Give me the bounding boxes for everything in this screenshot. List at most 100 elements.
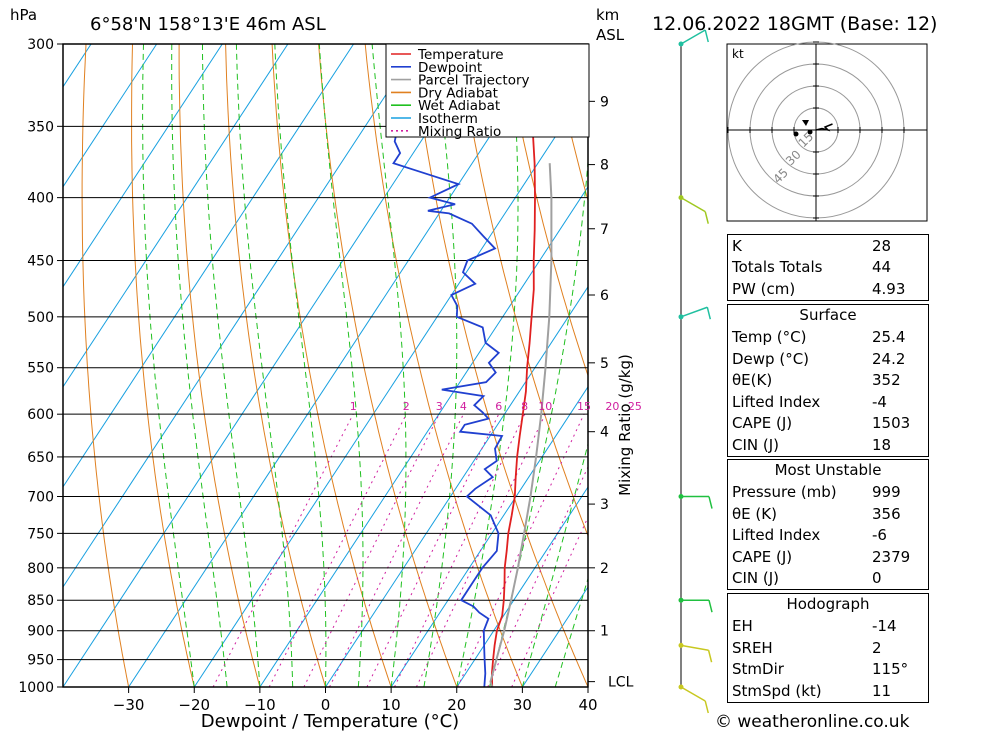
pressure-tick-label: 300 <box>27 37 54 53</box>
mixing-ratio-line <box>303 413 440 687</box>
pressure-tick-label: 450 <box>27 254 54 270</box>
storm-motion-marker <box>802 120 809 126</box>
copyright-text: © weatheronline.co.uk <box>715 712 910 732</box>
mixing-ratio-axis-title: Mixing Ratio (g/kg) <box>616 354 634 496</box>
isotherm-line <box>63 44 223 288</box>
surface-title: Surface <box>799 306 857 324</box>
mixing-ratio-line <box>268 413 407 687</box>
wind-barb-flag <box>706 307 712 320</box>
mixing-ratio-label: 8 <box>521 400 528 413</box>
mixing-ratio-labels: 1 2 3 4 6 8 10 15 20 25 <box>350 400 642 413</box>
index-label: CAPE (J) <box>732 414 793 433</box>
mixing-ratio-label: 3 <box>436 400 443 413</box>
temperature-tick-label: 20 <box>447 696 466 714</box>
mixing-ratio-line <box>394 413 526 687</box>
isotherm-line <box>63 44 289 388</box>
km-tick-label: 9 <box>600 94 609 110</box>
wind-barb-panel <box>678 29 713 714</box>
wet-adiabat-line <box>171 44 228 687</box>
index-row: EH -14 <box>728 616 928 638</box>
general-indices-box: K 28 Totals Totals 44 PW (cm) 4.93 <box>727 234 929 301</box>
asl-label: ASL <box>596 26 625 44</box>
isotherm-line <box>63 44 420 588</box>
isotherm-line <box>325 285 588 687</box>
x-axis-title: Dewpoint / Temperature (°C) <box>201 711 459 732</box>
pressure-tick-label: 800 <box>27 561 54 577</box>
index-value: 11 <box>872 681 892 700</box>
index-value: 28 <box>872 236 892 255</box>
mixing-ratio-line <box>415 413 546 687</box>
index-row: Lifted Index -6 <box>728 525 928 547</box>
index-label: Temp (°C) <box>732 328 807 347</box>
legend-label: Mixing Ratio <box>418 124 501 140</box>
wind-barb-flag <box>707 650 713 663</box>
index-row: CAPE (J) 2379 <box>728 546 928 568</box>
index-value: 1503 <box>872 414 911 433</box>
dry-adiabat-line <box>504 44 588 378</box>
index-row: StmSpd (kt) 11 <box>728 680 928 702</box>
index-value: 4.93 <box>872 279 906 298</box>
mixing-ratio-label: 15 <box>577 400 591 413</box>
km-tick-label: 5 <box>600 356 609 372</box>
hodograph-frame <box>726 43 928 222</box>
dry-adiabat-line <box>970 44 1000 687</box>
wet-adiabat-line <box>142 44 195 687</box>
temperature-tick-label: −10 <box>244 696 276 714</box>
axes: 3003504004505005506006507007508008509009… <box>18 37 633 714</box>
index-label: CIN (J) <box>732 435 780 454</box>
pressure-tick-label: 400 <box>27 191 54 207</box>
pressure-tick-label: 500 <box>27 310 54 326</box>
legend-label: Dry Adiabat <box>418 85 498 101</box>
index-row: PW (cm) 4.93 <box>728 278 928 300</box>
index-row: Temp (°C) 25.4 <box>728 327 928 349</box>
index-row: CIN (J) 18 <box>728 434 928 456</box>
index-label: PW (cm) <box>732 279 796 298</box>
wind-barb-flag <box>704 211 709 224</box>
isotherm-line <box>193 85 588 687</box>
index-value: 999 <box>872 483 901 502</box>
pressure-tick-label: 700 <box>27 490 54 506</box>
index-value: 352 <box>872 371 901 390</box>
most-unstable-title: Most Unstable <box>774 461 882 479</box>
km-tick-label: 6 <box>600 288 609 304</box>
pressure-tick-label: 600 <box>27 407 54 423</box>
legend-label: Isotherm <box>418 111 478 127</box>
wind-barb-shaft <box>680 686 706 702</box>
pressure-tick-label: 750 <box>27 526 54 542</box>
wet-adiabat-line <box>235 44 294 687</box>
hodograph-title: Hodograph <box>786 595 870 613</box>
wind-barb-shaft <box>680 29 706 45</box>
index-label: θE(K) <box>732 371 773 390</box>
mixing-ratio-label: 1 <box>350 400 357 413</box>
hodograph-indices-box: Hodograph EH -14 SREH 2 StmDir 115° StmSpd (kt… <box>727 593 929 703</box>
index-value: -6 <box>872 526 887 545</box>
index-value: 115° <box>872 660 909 679</box>
wet-adiabat-line <box>274 44 327 687</box>
temperature-tick-label: −20 <box>178 696 210 714</box>
km-tick-label: 4 <box>600 425 609 441</box>
isotherm-line <box>63 44 158 188</box>
hodograph-point <box>807 129 813 135</box>
wind-barb-shaft <box>680 196 706 213</box>
datetime-label: 12.06.2022 18GMT (Base: 12) <box>652 13 937 35</box>
index-value: 44 <box>872 258 892 277</box>
isotherm-line <box>259 185 588 687</box>
temperature-tick-label: 40 <box>578 696 597 714</box>
km-tick-label: LCL <box>608 675 634 691</box>
index-label: StmDir <box>732 660 784 679</box>
dry-adiabat-line <box>924 44 1000 687</box>
index-label: Lifted Index <box>732 392 821 411</box>
wet-adiabat-line <box>423 44 458 687</box>
dry-adiabat-line <box>225 44 326 687</box>
location-title: 6°58'N 158°13'E 46m ASL <box>90 14 326 35</box>
index-row: Pressure (mb) 999 <box>728 482 928 504</box>
legend-label: Parcel Trajectory <box>418 73 530 89</box>
surface-box: Surface Temp (°C) 25.4 Dewp (°C) 24.2 θE(K) 3… <box>727 304 929 457</box>
plot-frame <box>62 43 589 688</box>
pressure-tick-label: 1000 <box>18 680 54 696</box>
isotherm-line <box>128 44 551 687</box>
index-row: CAPE (J) 1503 <box>728 413 928 435</box>
pressure-tick-label: 550 <box>27 361 54 377</box>
temperature-tick-label: 30 <box>513 696 532 714</box>
